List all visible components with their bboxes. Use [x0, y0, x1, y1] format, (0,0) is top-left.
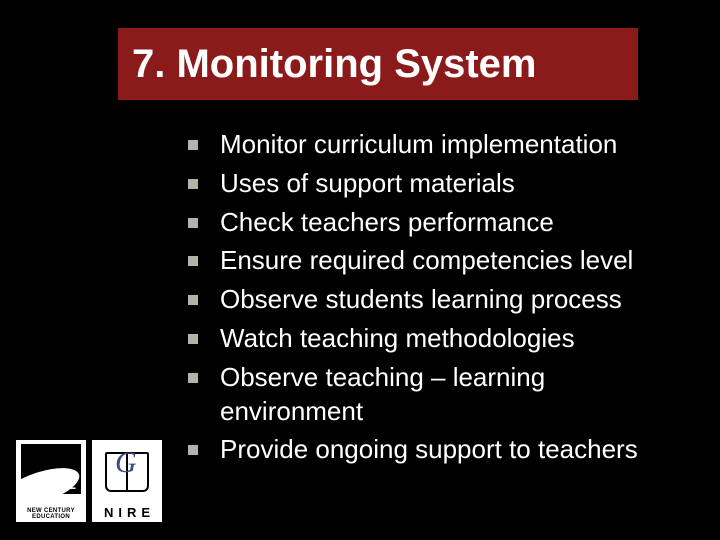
list-item: Observe teaching – learning environment: [188, 361, 678, 429]
bullet-marker: [188, 140, 198, 150]
list-item: Monitor curriculum implementation: [188, 128, 678, 162]
logo-nire: G NIRE: [92, 440, 162, 522]
bullet-text: Observe teaching – learning environment: [220, 361, 678, 429]
bullet-marker: [188, 256, 198, 266]
list-item: Watch teaching methodologies: [188, 322, 678, 356]
list-item: Check teachers performance: [188, 206, 678, 240]
bullet-text: Observe students learning process: [220, 283, 622, 317]
logo-row: NCE NEW CENTURY EDUCATION G NIRE: [16, 440, 162, 522]
logo-nce-letters: NCE: [47, 477, 77, 492]
bullet-marker: [188, 218, 198, 228]
bullet-list: Monitor curriculum implementation Uses o…: [188, 128, 678, 472]
list-item: Ensure required competencies level: [188, 244, 678, 278]
bullet-marker: [188, 179, 198, 189]
list-item: Observe students learning process: [188, 283, 678, 317]
logo-nire-graphic: G: [97, 444, 157, 500]
bullet-text: Watch teaching methodologies: [220, 322, 575, 356]
bullet-marker: [188, 445, 198, 455]
bullet-text: Uses of support materials: [220, 167, 515, 201]
logo-nce-graphic: NCE: [21, 444, 81, 494]
bullet-text: Monitor curriculum implementation: [220, 128, 617, 162]
bullet-text: Provide ongoing support to teachers: [220, 433, 638, 467]
logo-nire-letter: G: [115, 446, 137, 480]
list-item: Provide ongoing support to teachers: [188, 433, 678, 467]
title-box: 7. Monitoring System: [118, 28, 638, 100]
logo-nire-label: NIRE: [104, 505, 155, 520]
logo-nce-label: NEW CENTURY EDUCATION: [18, 508, 84, 520]
list-item: Uses of support materials: [188, 167, 678, 201]
bullet-marker: [188, 334, 198, 344]
slide-title: 7. Monitoring System: [132, 42, 537, 87]
bullet-text: Ensure required competencies level: [220, 244, 633, 278]
bullet-marker: [188, 373, 198, 383]
logo-nce: NCE NEW CENTURY EDUCATION: [16, 440, 86, 522]
bullet-marker: [188, 295, 198, 305]
bullet-text: Check teachers performance: [220, 206, 554, 240]
